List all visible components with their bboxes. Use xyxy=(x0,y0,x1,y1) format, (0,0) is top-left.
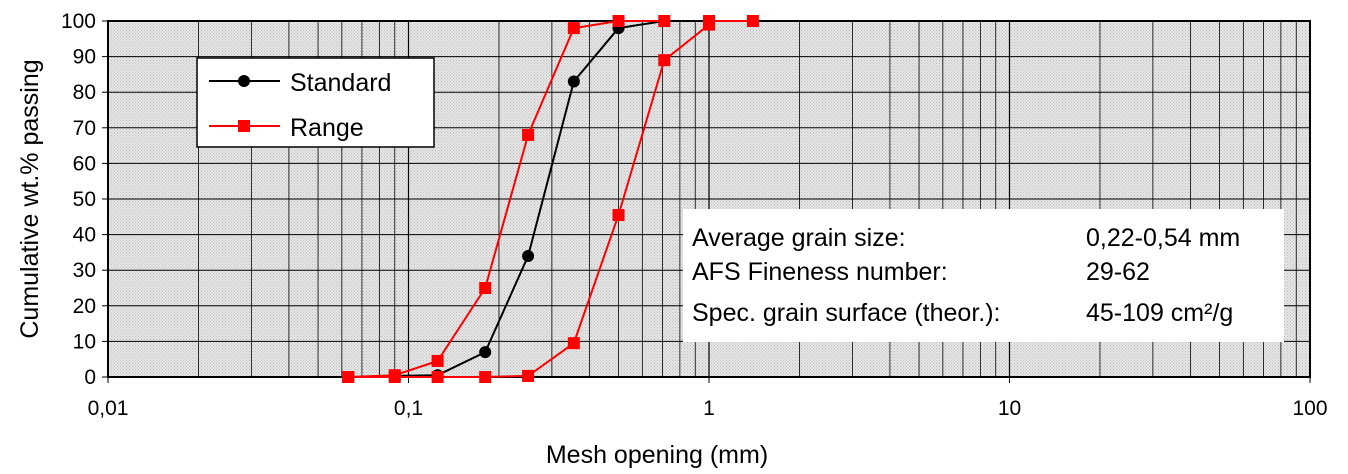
y-tick-label: 60 xyxy=(73,152,96,175)
legend-box xyxy=(196,57,435,148)
data-point-range xyxy=(522,369,535,382)
data-point-range xyxy=(479,371,492,383)
data-point-range xyxy=(703,15,715,27)
y-tick-label: 90 xyxy=(73,46,96,69)
series-line-0 xyxy=(394,20,709,377)
data-point-range xyxy=(479,282,492,294)
info-average-grain-size-label: Average grain size: xyxy=(692,224,906,252)
info-afs-fineness-value: 29-62 xyxy=(1086,258,1150,286)
y-tick-label: 100 xyxy=(61,10,96,33)
info-box-background xyxy=(683,209,1284,342)
y-tick-label: 20 xyxy=(73,295,96,318)
data-point-range xyxy=(658,54,671,67)
data-point-range xyxy=(567,22,580,35)
series-layer xyxy=(342,15,759,383)
x-axis-label: Mesh opening (mm) xyxy=(546,441,768,469)
data-point-standard xyxy=(479,346,492,359)
info-box: Average grain size: 0,22-0,54 mm AFS Fin… xyxy=(683,209,1284,342)
data-point-range xyxy=(342,371,355,383)
x-tick-label: 0,01 xyxy=(88,397,129,420)
info-grain-surface-value: 45-109 cm²/g xyxy=(1086,299,1233,327)
y-tick-label: 0 xyxy=(84,366,96,389)
data-point-range xyxy=(612,15,625,27)
y-tick-label: 50 xyxy=(73,188,96,211)
legend: Standard Range xyxy=(196,57,435,148)
data-point-standard xyxy=(522,249,535,262)
data-point-range xyxy=(388,371,401,383)
data-point-range xyxy=(658,15,671,27)
info-average-grain-size-value: 0,22-0,54 mm xyxy=(1086,224,1240,252)
data-point-standard xyxy=(567,75,580,88)
x-tick-label: 0,1 xyxy=(394,397,423,420)
x-tick-label: 1 xyxy=(703,397,715,420)
legend-marker-range xyxy=(238,120,250,132)
data-point-range xyxy=(612,209,625,222)
series-2-group xyxy=(342,15,759,383)
info-afs-fineness-label: AFS Fineness number: xyxy=(692,258,948,286)
axis-ticks: 0 10 20 30 40 50 60 70 80 90 100 0,01 0,1 1 10 100 xyxy=(61,10,1328,420)
legend-marker-standard xyxy=(238,75,250,87)
y-tick-label: 40 xyxy=(73,224,96,247)
y-tick-label: 30 xyxy=(73,259,96,282)
y-tick-label: 80 xyxy=(73,81,96,104)
data-point-range xyxy=(746,15,759,27)
legend-label-standard: Standard xyxy=(290,69,391,97)
x-tick-label: 10 xyxy=(998,397,1021,420)
data-point-range xyxy=(431,354,444,367)
data-point-range xyxy=(522,128,535,141)
data-point-range xyxy=(567,337,580,350)
legend-label-range: Range xyxy=(290,114,364,142)
series-line-1 xyxy=(348,20,665,378)
info-grain-surface-label: Spec. grain surface (theor.): xyxy=(692,299,1000,327)
y-tick-label: 10 xyxy=(73,330,96,353)
x-tick-label: 100 xyxy=(1292,397,1327,420)
data-point-range xyxy=(431,371,444,383)
y-axis-label: Cumulative wt.% passing xyxy=(16,59,44,338)
y-tick-label: 70 xyxy=(73,117,96,140)
